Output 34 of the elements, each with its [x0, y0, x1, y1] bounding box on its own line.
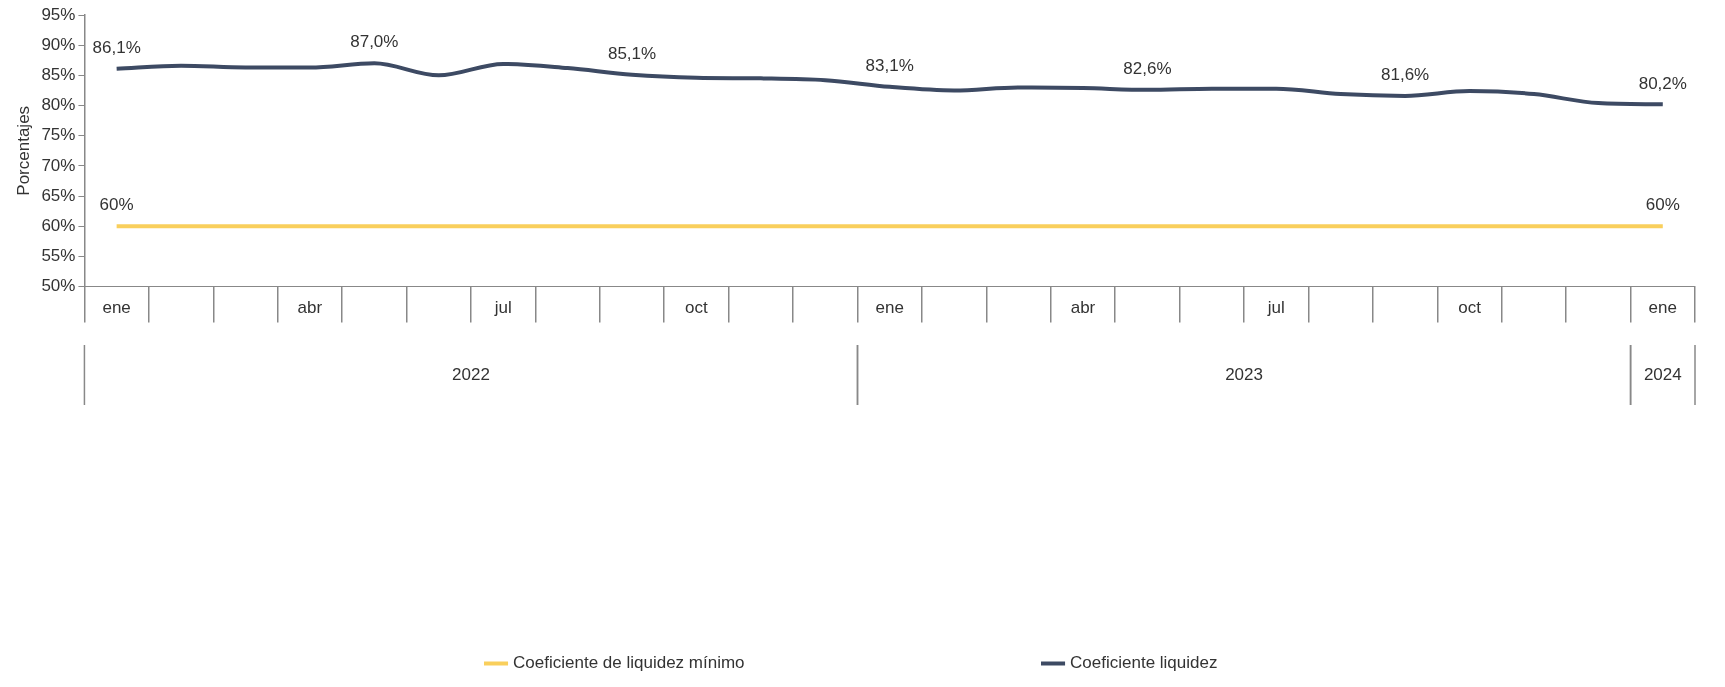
- x-tick-label: ene: [102, 298, 131, 318]
- data-label: 80,2%: [1638, 73, 1687, 93]
- x-tick-label: abr: [297, 298, 323, 318]
- data-label: 60%: [99, 195, 134, 215]
- x-tick-label: oct: [1458, 298, 1482, 318]
- y-tick-label: 70%: [41, 155, 76, 175]
- y-tick-label: 80%: [41, 95, 76, 115]
- data-label: 85,1%: [607, 43, 657, 63]
- y-tick-label: 75%: [41, 125, 76, 145]
- x-tick-label: ene: [875, 298, 904, 318]
- legend-label: Coeficiente liquidez: [1070, 653, 1218, 673]
- x-tick-label: oct: [685, 298, 709, 318]
- y-tick-label: 85%: [41, 65, 76, 85]
- data-label: 87,0%: [350, 32, 399, 52]
- data-label: 82,6%: [1123, 59, 1172, 79]
- text: 2022: [452, 364, 490, 384]
- text: 2024: [1643, 364, 1682, 384]
- text: 2023: [1225, 364, 1263, 384]
- y-axis-title: Porcentajes: [13, 105, 33, 196]
- y-tick-label: 65%: [41, 185, 76, 205]
- y-tick-label: 55%: [41, 246, 76, 266]
- data-label: 60%: [1645, 195, 1680, 215]
- y-tick-label: 60%: [41, 215, 76, 235]
- data-label: 86,1%: [92, 37, 141, 57]
- legend-label: Coeficiente de liquidez mínimo: [513, 653, 745, 673]
- y-tick-label: 95%: [41, 4, 76, 24]
- x-tick-label: ene: [1648, 298, 1677, 318]
- y-tick-label: 90%: [41, 34, 76, 54]
- x-tick-label: jul: [493, 298, 512, 318]
- data-label: 81,6%: [1380, 65, 1430, 85]
- data-label: 83,1%: [865, 56, 914, 76]
- x-tick-label: abr: [1070, 298, 1096, 318]
- y-tick-label: 50%: [41, 276, 76, 296]
- x-tick-label: jul: [1266, 298, 1285, 318]
